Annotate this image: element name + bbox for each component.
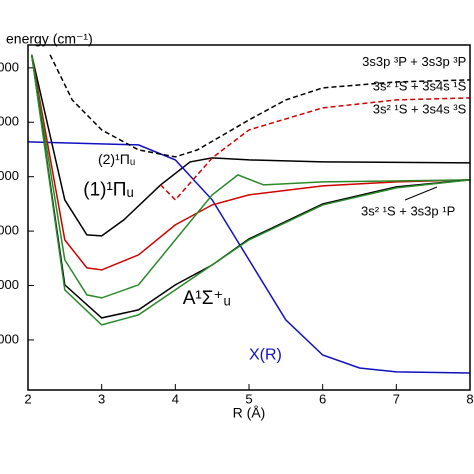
y-tick-label: 6000 (0, 59, 19, 74)
pointer (404, 186, 438, 201)
annotation: (1)¹Πᵤ (83, 179, 134, 200)
annotation: 3s² ¹S + 3s4s ³S (373, 102, 467, 117)
series-line (30, 54, 470, 271)
annotation: A¹Σ⁺ᵤ (183, 288, 231, 309)
x-tick-label: 7 (393, 391, 400, 406)
series-line (49, 54, 470, 158)
x-tick-label: 5 (245, 391, 252, 406)
y-axis-label: energy (cm⁻¹) (6, 31, 93, 47)
x-tick-label: 4 (172, 391, 179, 406)
frame (27, 44, 471, 391)
annotation: 3s² ¹S + 3s3p ¹P (361, 203, 455, 218)
y-tick-label: 3000 (0, 223, 19, 238)
x-tick-label: 3 (98, 391, 105, 406)
x-tick-label: 2 (24, 391, 31, 406)
y-tick-label: 2000 (0, 277, 19, 292)
y-tick-label: 4000 (0, 168, 19, 183)
annotation: 3s² ¹S + 3s4s ¹S (373, 78, 467, 93)
x-axis-label: R (Å) (233, 405, 266, 421)
annotation: (2)¹Πᵤ (98, 151, 135, 167)
y-tick-label: 5000 (0, 114, 19, 129)
x-tick-label: 6 (319, 391, 326, 406)
annotation: 3s3p ³P + 3s3p ³P (362, 54, 466, 69)
y-tick-label: 1000 (0, 331, 19, 346)
annotation: X(R) (249, 346, 282, 363)
series-line (28, 141, 470, 374)
series-line (160, 97, 470, 202)
series-line (30, 54, 470, 319)
series-line (30, 54, 470, 299)
series-line (30, 54, 470, 326)
x-tick-label: 8 (466, 391, 473, 406)
